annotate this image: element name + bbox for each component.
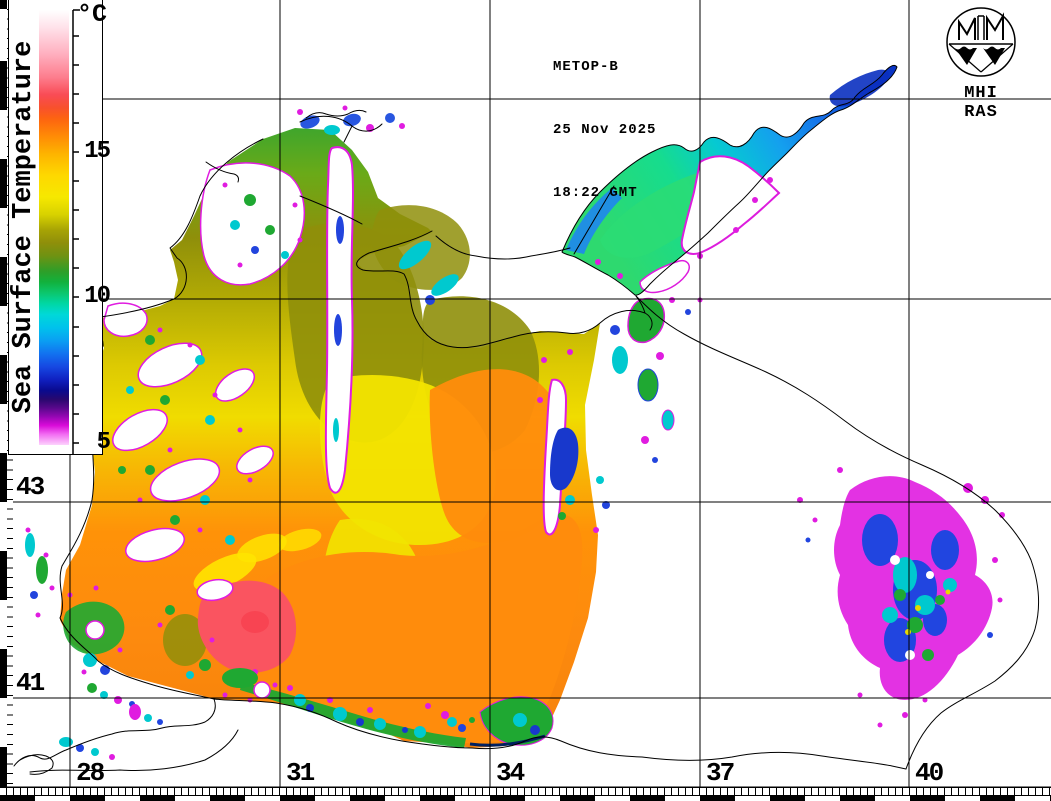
coast-arabat-spit bbox=[573, 185, 615, 255]
institution-label: MHI RAS bbox=[964, 84, 998, 122]
coast-east bbox=[635, 295, 1039, 770]
satellite-info-block: METOP-B 25 Nov 2025 18:22 GMT bbox=[553, 15, 656, 246]
colorbar-tick-15: 15 bbox=[84, 138, 111, 165]
coast-marmara-north bbox=[13, 698, 216, 767]
longitude-ruler-blocks bbox=[0, 795, 1051, 801]
latitude-ruler-blocks bbox=[0, 0, 7, 787]
coast-sivash bbox=[435, 235, 571, 260]
longitude-label-28: 28 bbox=[76, 758, 105, 788]
colorbar-axis bbox=[72, 9, 80, 454]
colorbar-panel: Sea Surface Temperature °C 15 10 5 bbox=[8, 0, 111, 455]
latitude-label-41: 41 bbox=[16, 668, 45, 698]
coast-azov bbox=[561, 64, 898, 296]
coast-gallipoli bbox=[19, 754, 54, 775]
mhi-ras-emblem bbox=[946, 7, 1016, 77]
longitude-ruler-ticks bbox=[0, 788, 1051, 795]
longitude-label-40: 40 bbox=[915, 758, 944, 788]
colorbar-tick-5: 5 bbox=[96, 429, 111, 456]
coast-kerch-strait bbox=[635, 295, 646, 314]
colorbar-unit-label: °C bbox=[77, 0, 108, 29]
bulgaria-marmara-specks bbox=[25, 527, 475, 760]
coast-dniester-liman bbox=[205, 161, 239, 183]
satellite-name: METOP-B bbox=[553, 59, 619, 75]
colorbar-tick-10: 10 bbox=[84, 283, 111, 310]
coast-dnieper-liman bbox=[299, 109, 383, 143]
longitude-label-34: 34 bbox=[496, 758, 525, 788]
latitude-label-43: 43 bbox=[16, 472, 45, 502]
coastlines bbox=[13, 64, 1039, 775]
coast-turkey bbox=[213, 698, 907, 770]
longitude-label-37: 37 bbox=[706, 758, 735, 788]
coast-crimea bbox=[356, 230, 653, 349]
coast-marmara-south bbox=[29, 729, 239, 773]
acquisition-time: 18:22 GMT bbox=[553, 185, 638, 201]
acquisition-date: 25 Nov 2025 bbox=[553, 122, 657, 138]
longitude-ruler bbox=[0, 787, 1051, 801]
azov-sea-sst-field bbox=[562, 65, 897, 296]
colorbar-gradient bbox=[39, 10, 69, 445]
coast-tendra-spit bbox=[299, 195, 363, 225]
west-basin-sst-field bbox=[60, 128, 600, 748]
mhi-ras-logo: MHI RAS bbox=[942, 4, 1020, 122]
southeast-cloud-cluster bbox=[797, 467, 1005, 728]
longitude-label-31: 31 bbox=[286, 758, 315, 788]
kerch-area-specks bbox=[593, 297, 703, 533]
